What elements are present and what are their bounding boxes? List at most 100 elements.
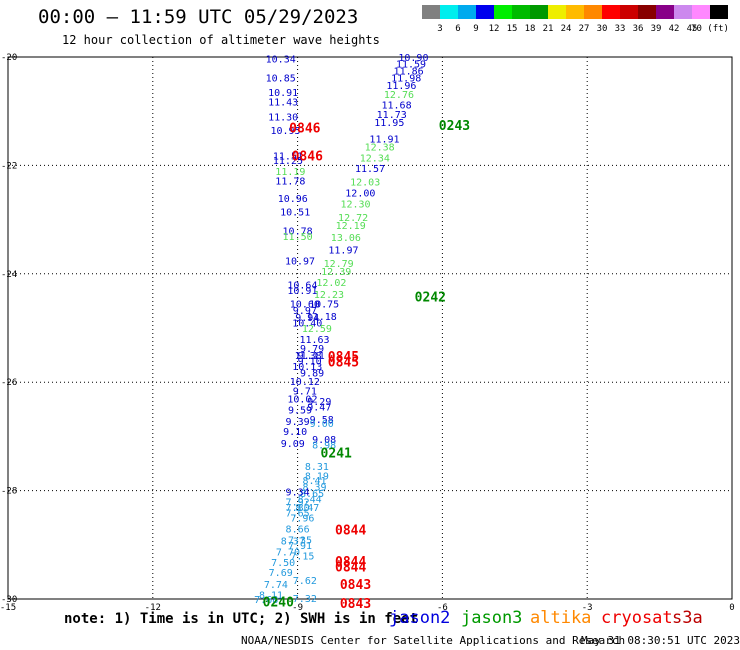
wave-height-label: 11.73 <box>377 110 407 121</box>
wave-height-label: 7.15 <box>290 552 314 563</box>
wave-height-label: 12.76 <box>384 90 414 101</box>
wave-height-label: 9.08 <box>312 435 336 446</box>
mission-label-s3a: s3a <box>672 608 703 628</box>
wave-height-label: 7.35 <box>288 535 312 546</box>
wave-height-label: 8.11 <box>259 591 283 602</box>
wave-height-label: 11.57 <box>355 164 385 175</box>
scale-tick-label: 18 <box>525 24 536 34</box>
wave-height-label: 11.91 <box>369 134 399 145</box>
wave-height-label: 12.00 <box>345 189 375 200</box>
scale-tick-label: 39 <box>651 24 662 34</box>
color-swatch <box>584 5 602 19</box>
wave-height-label: 10.34 <box>266 55 296 66</box>
color-swatch <box>476 5 494 19</box>
wave-height-label: 9.00 <box>310 419 334 430</box>
wave-height-label: 12.39 <box>321 267 351 278</box>
wave-height-label: 10.75 <box>309 300 339 311</box>
color-swatch <box>422 5 440 19</box>
wave-height-label: 10.97 <box>285 256 315 267</box>
color-swatch <box>548 5 566 19</box>
wave-height-label: 10.95 <box>270 126 300 137</box>
color-swatch <box>530 5 548 19</box>
wave-height-label: 10.12 <box>290 377 320 388</box>
wave-height-label: 7.92 <box>286 497 310 508</box>
wave-height-label: 11.18 <box>307 312 337 323</box>
scale-tick-label: 30 <box>597 24 608 34</box>
scale-tick-label: 12 <box>489 24 500 34</box>
wave-height-label: 11.43 <box>268 97 298 108</box>
wave-height-label: 7.50 <box>271 558 295 569</box>
generated-timestamp: May 31 08:30:51 UTC 2023 <box>581 634 740 647</box>
wave-height-label: 9.59 <box>288 405 312 416</box>
wave-height-label: 12.03 <box>350 178 380 189</box>
wave-height-label: 11.96 <box>386 81 416 92</box>
mission-label-jason2: jason2 <box>389 608 451 628</box>
wave-height-label: 9.94 <box>295 313 319 324</box>
wave-height-label: 10.91 <box>287 286 317 297</box>
wave-height-label: 11.50 <box>283 232 313 243</box>
wave-height-label: 12.02 <box>316 278 346 289</box>
wave-height-label: 9.38 <box>298 351 322 362</box>
wave-height-label: 10.96 <box>278 194 308 205</box>
mission-label-cryosat: cryosat <box>601 608 673 628</box>
wave-height-label: 11.68 <box>381 101 411 112</box>
wave-height-label: 8.47 <box>295 503 319 514</box>
pass-time-label: 0845 <box>328 356 359 371</box>
wave-height-label: 8.19 <box>305 471 329 482</box>
wave-height-label: 8.44 <box>298 495 322 506</box>
footer-note: note: 1) Time is in UTC; 2) SWH is in fe… <box>64 611 419 627</box>
wave-height-label: 7.96 <box>290 514 314 525</box>
wave-height-label: 7.91 <box>288 541 312 552</box>
wave-height-label: 11.98 <box>391 74 421 85</box>
mission-label-altika: altika <box>530 608 592 628</box>
scale-tick-label: 24 <box>561 24 572 34</box>
wave-height-label: 9.09 <box>281 439 305 450</box>
x-tick-label: -15 <box>0 603 16 613</box>
pass-time-label: 0845 <box>328 350 359 365</box>
pass-time-label: 0844 <box>335 555 366 570</box>
wave-height-label: 13.06 <box>331 233 361 244</box>
wave-height-label: 8.37 <box>281 536 305 547</box>
wave-height-label: 11.86 <box>394 67 424 78</box>
color-swatch <box>566 5 584 19</box>
wave-height-label: 10.85 <box>266 74 296 85</box>
color-swatch <box>458 5 476 19</box>
wave-height-label: 12.30 <box>340 199 370 210</box>
pass-time-label: 0843 <box>340 597 371 612</box>
color-swatch <box>440 5 458 19</box>
scale-tick-label: 70 (ft) <box>691 24 729 34</box>
color-swatch <box>494 5 512 19</box>
pass-time-label: 0241 <box>321 447 352 462</box>
wave-height-label: 9.29 <box>307 397 331 408</box>
wave-height-label: 9.10 <box>298 357 322 368</box>
wave-height-label: 9.97 <box>293 306 317 317</box>
color-swatch <box>602 5 620 19</box>
wave-height-label: 11.59 <box>396 60 426 71</box>
wave-height-label: 7.32 <box>293 594 317 605</box>
scale-tick-label: 3 <box>437 24 442 34</box>
color-swatch <box>674 5 692 19</box>
wave-height-label: 10.60 <box>290 300 320 311</box>
pass-time-label: 0843 <box>340 578 371 593</box>
pass-time-label: 0846 <box>292 150 323 165</box>
wave-height-label: 12.79 <box>324 259 354 270</box>
wave-height-label: 9.47 <box>307 403 331 414</box>
scale-tick-label: 33 <box>615 24 626 34</box>
y-tick-label: -28 <box>1 487 17 497</box>
mission-label-jason3: jason3 <box>461 608 523 628</box>
wave-height-label: 9.39 <box>286 417 310 428</box>
color-swatch <box>656 5 674 19</box>
wave-height-label: 10.40 <box>292 319 322 330</box>
wave-height-label: 9.58 <box>310 415 334 426</box>
color-swatch <box>692 5 710 19</box>
scale-tick-label: 6 <box>455 24 460 34</box>
wave-height-label: 7.69 <box>269 568 293 579</box>
scale-tick-label: 21 <box>543 24 554 34</box>
scale-tick-label: 27 <box>579 24 590 34</box>
wave-height-label: 10.64 <box>287 281 317 292</box>
wave-height-label: 7.65 <box>286 508 310 519</box>
wave-height-label: 8.98 <box>312 441 336 452</box>
wave-height-label: 11.95 <box>374 118 404 129</box>
